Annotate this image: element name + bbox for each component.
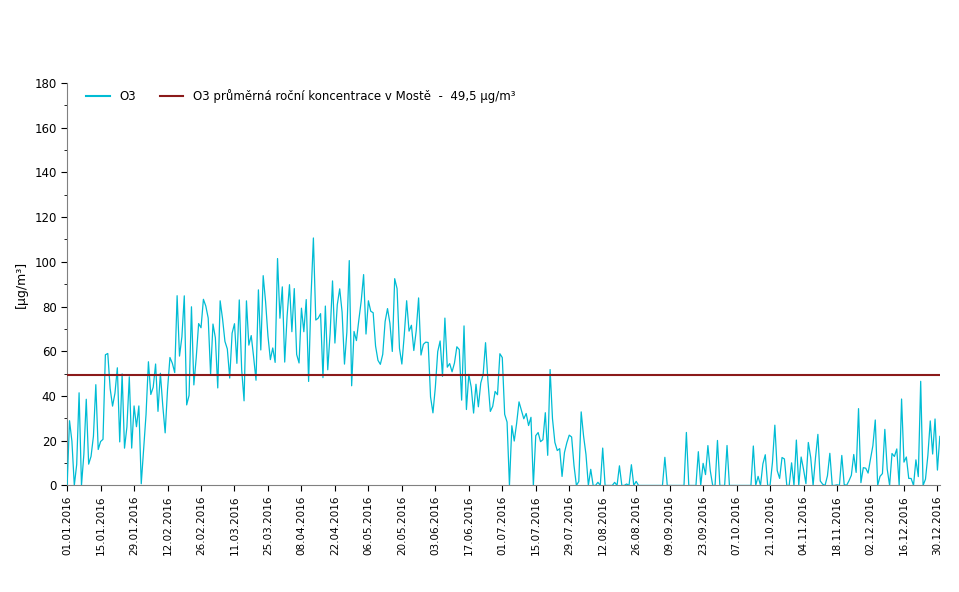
- Text: Zpracovalo Ekologické centrum Most na základě operativních dat Českého hydromete: Zpracovalo Ekologické centrum Most na zá…: [95, 50, 864, 65]
- Legend: O3, O3 průměrná roční koncentrace v Mostě  -  49,5 µg/m³: O3, O3 průměrná roční koncentrace v Most…: [82, 85, 520, 108]
- Text: Průměrné denní koncentrace přízemního ozónu v Mostě za rok 2016: Průměrné denní koncentrace přízemního oz…: [119, 15, 840, 36]
- Y-axis label: [µg/m³]: [µg/m³]: [14, 260, 28, 308]
